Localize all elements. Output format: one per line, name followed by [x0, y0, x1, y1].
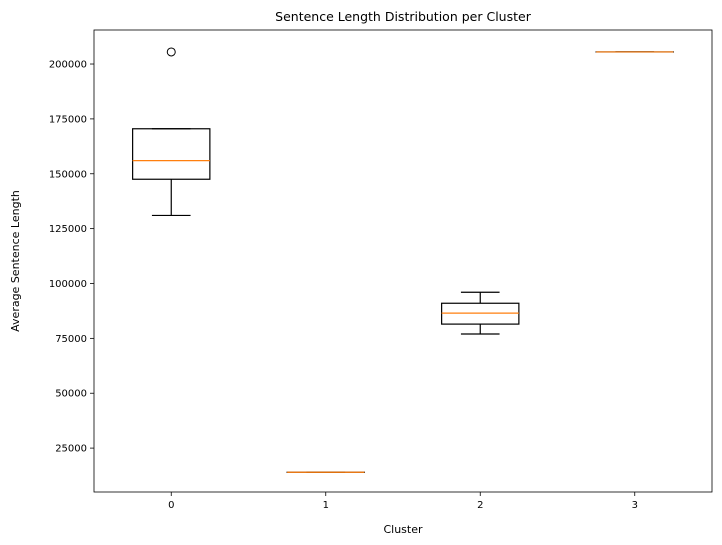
y-tick-label: 200000: [49, 60, 87, 71]
x-tick-label: 2: [477, 500, 483, 511]
x-axis: 0 1 2 3: [168, 492, 638, 511]
chart-title: Sentence Length Distribution per Cluster: [275, 9, 532, 24]
x-axis-label: Cluster: [383, 523, 423, 536]
x-tick-label: 1: [323, 500, 329, 511]
y-tick-label: 100000: [49, 279, 87, 290]
plot-frame: [93, 29, 713, 493]
y-tick-label: 175000: [49, 114, 87, 125]
y-tick-label: 50000: [55, 389, 87, 400]
box-cluster-0: [132, 47, 211, 217]
x-tick-label: 0: [168, 500, 174, 511]
iqr-box: [132, 128, 211, 180]
y-tick-label: 150000: [49, 169, 87, 180]
x-tick-label: 3: [632, 500, 638, 511]
y-tick-label: 125000: [49, 224, 87, 235]
y-axis-label: Average Sentence Length: [9, 190, 22, 332]
boxes-layer: [132, 47, 674, 473]
y-tick-label: 75000: [55, 334, 87, 345]
y-axis: 25000 50000 75000 100000 125000 150000 175000 2…: [49, 60, 94, 455]
outlier-point: [166, 47, 176, 57]
y-tick-label: 25000: [55, 444, 87, 455]
box-cluster-2: [441, 291, 520, 335]
